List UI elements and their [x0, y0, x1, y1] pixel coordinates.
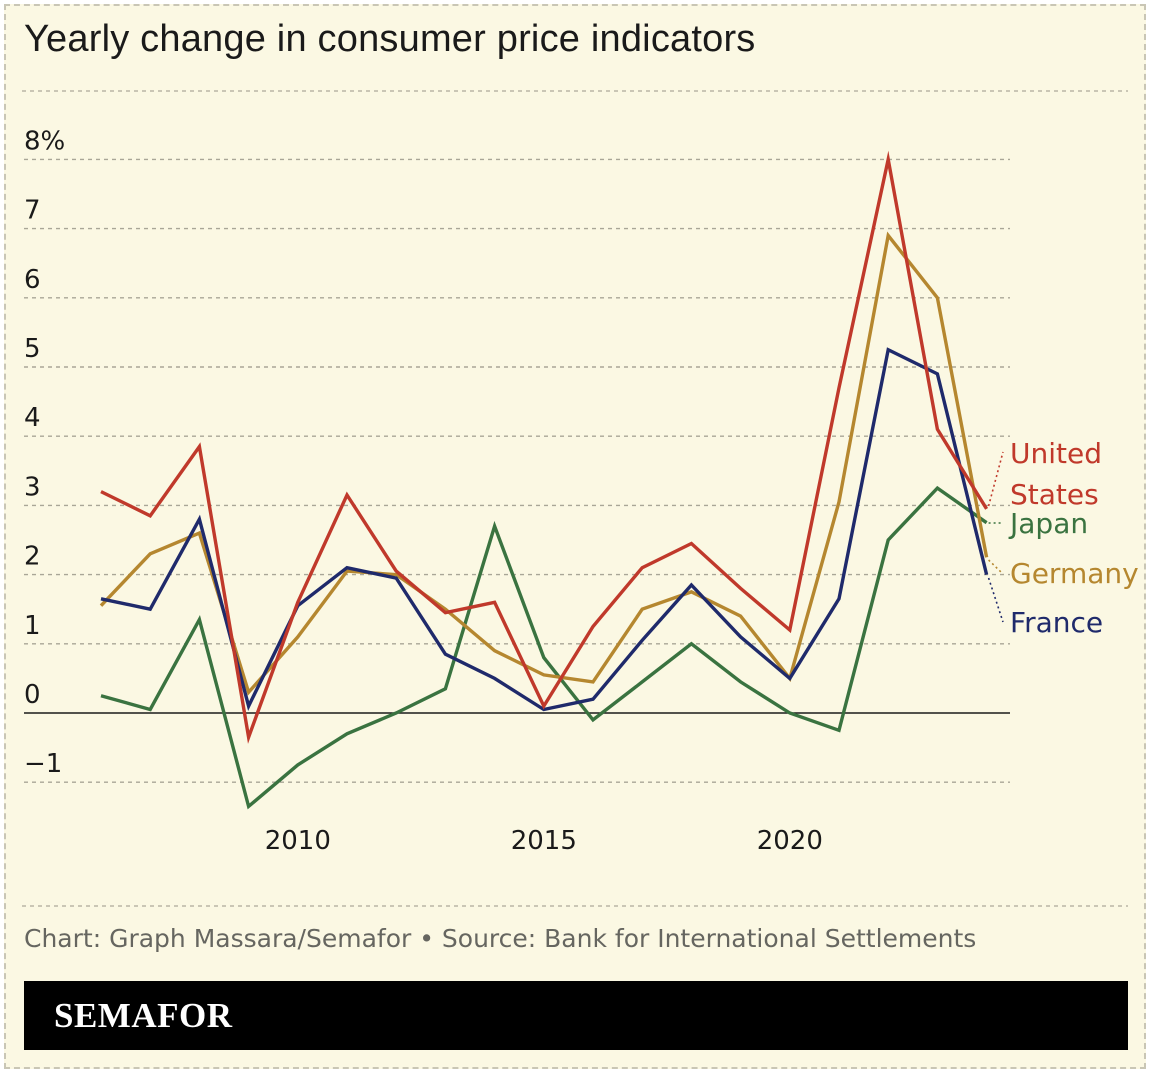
y-tick-label: 5 [24, 334, 41, 364]
y-tick-label: 6 [24, 265, 41, 295]
series-label-france: France [1010, 606, 1103, 639]
label-leader-united-states [987, 451, 1004, 507]
y-axis-ticks: −1 0 1 2 3 4 5 6 7 8% [24, 126, 65, 779]
x-tick-label: 2020 [757, 826, 823, 856]
y-tick-label: 7 [24, 196, 41, 226]
y-tick-label: 8% [24, 126, 65, 156]
series-line-germany [99, 231, 989, 696]
series-lines [99, 150, 989, 810]
y-tick-label: 3 [24, 472, 41, 502]
source-note: Chart: Graph Massara/Semafor • Source: B… [24, 924, 977, 953]
y-tick-label: 1 [24, 611, 41, 641]
label-leader-germany [988, 559, 1004, 575]
brand-bar [24, 981, 1128, 1050]
y-tick-label: 2 [24, 542, 41, 572]
label-leader-france [987, 577, 1004, 623]
series-label-japan: Japan [1008, 507, 1088, 540]
series-line-japan [100, 485, 988, 810]
x-tick-label: 2015 [511, 826, 577, 856]
series-line-united-states [100, 150, 989, 744]
series-label-germany: Germany [1010, 557, 1139, 590]
y-tick-label: −1 [24, 749, 62, 779]
y-tick-label: 4 [24, 403, 41, 433]
semafor-logo: SEMAFOR [54, 996, 233, 1035]
series-line-france [100, 347, 989, 712]
x-axis-ticks: 2010 2015 2020 [265, 826, 823, 856]
series-label-united-states: States [1010, 478, 1099, 511]
chart-title: Yearly change in consumer price indicato… [24, 18, 756, 60]
y-tick-label: 0 [24, 680, 41, 710]
series-label-united-states: United [1010, 437, 1102, 470]
gridlines [24, 158, 1010, 783]
x-tick-label: 2010 [265, 826, 331, 856]
